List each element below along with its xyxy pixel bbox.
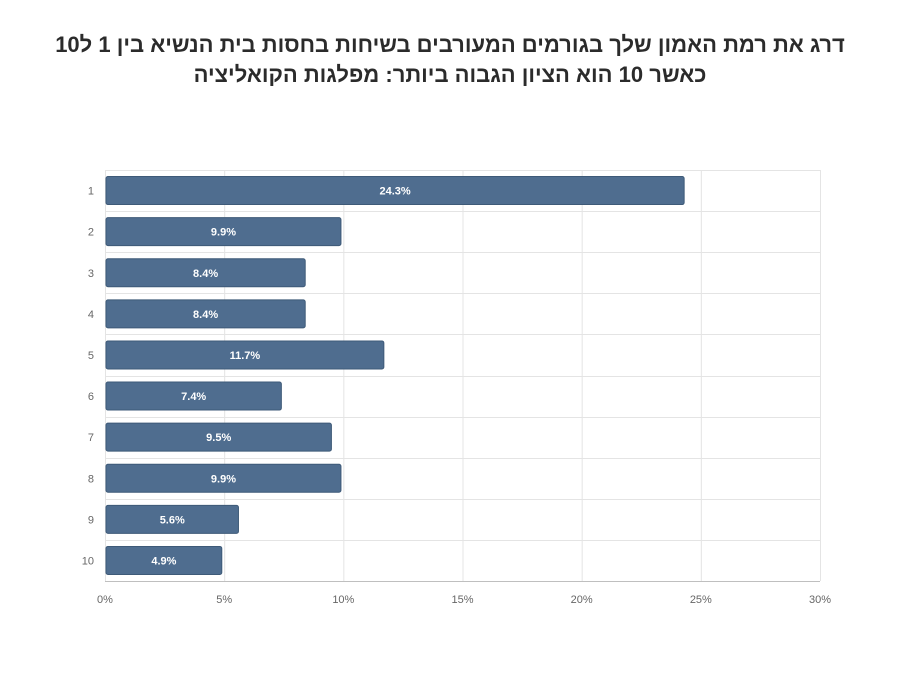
data-label: 8.4% bbox=[193, 309, 218, 321]
bar bbox=[105, 299, 306, 329]
bar bbox=[105, 381, 282, 411]
chart-title: דרג את רמת האמון שלך בגורמים המעורבים בש… bbox=[0, 30, 900, 90]
chart-title-line-2: כאשר 10 הוא הציון הגבוה ביותר: מפלגות הק… bbox=[193, 62, 707, 87]
y-tick-label: 7 bbox=[88, 432, 94, 444]
y-tick-label: 1 bbox=[88, 186, 94, 198]
data-label: 7.4% bbox=[181, 391, 206, 403]
bar bbox=[105, 176, 685, 206]
x-tick-label: 30% bbox=[809, 594, 831, 606]
y-tick-label: 4 bbox=[88, 309, 94, 321]
y-tick-label: 8 bbox=[88, 473, 94, 485]
bar bbox=[105, 422, 332, 452]
bar bbox=[105, 545, 223, 575]
data-label: 11.7% bbox=[230, 350, 261, 362]
y-tick-label: 3 bbox=[88, 268, 94, 280]
bar bbox=[105, 504, 239, 534]
x-tick-label: 25% bbox=[690, 594, 712, 606]
data-label: 4.9% bbox=[151, 555, 176, 567]
y-tick-label: 10 bbox=[82, 555, 94, 567]
x-tick-label: 0% bbox=[97, 594, 113, 606]
data-label: 24.3% bbox=[379, 186, 410, 198]
x-tick-label: 5% bbox=[216, 594, 232, 606]
y-tick-label: 9 bbox=[88, 514, 94, 526]
y-tick-label: 6 bbox=[88, 391, 94, 403]
data-label: 9.5% bbox=[206, 432, 231, 444]
bar bbox=[105, 217, 342, 247]
data-label: 9.9% bbox=[211, 227, 236, 239]
data-label: 8.4% bbox=[193, 268, 218, 280]
data-label: 5.6% bbox=[160, 514, 185, 526]
bar bbox=[105, 258, 306, 288]
y-tick-label: 2 bbox=[88, 227, 94, 239]
x-tick-label: 15% bbox=[451, 594, 473, 606]
data-label: 9.9% bbox=[211, 473, 236, 485]
bar bbox=[105, 340, 385, 370]
x-tick-label: 10% bbox=[332, 594, 354, 606]
chart-title-line-1: דרג את רמת האמון שלך בגורמים המעורבים בש… bbox=[55, 32, 845, 57]
bar bbox=[105, 463, 342, 493]
y-tick-label: 5 bbox=[88, 350, 94, 362]
x-tick-label: 20% bbox=[571, 594, 593, 606]
